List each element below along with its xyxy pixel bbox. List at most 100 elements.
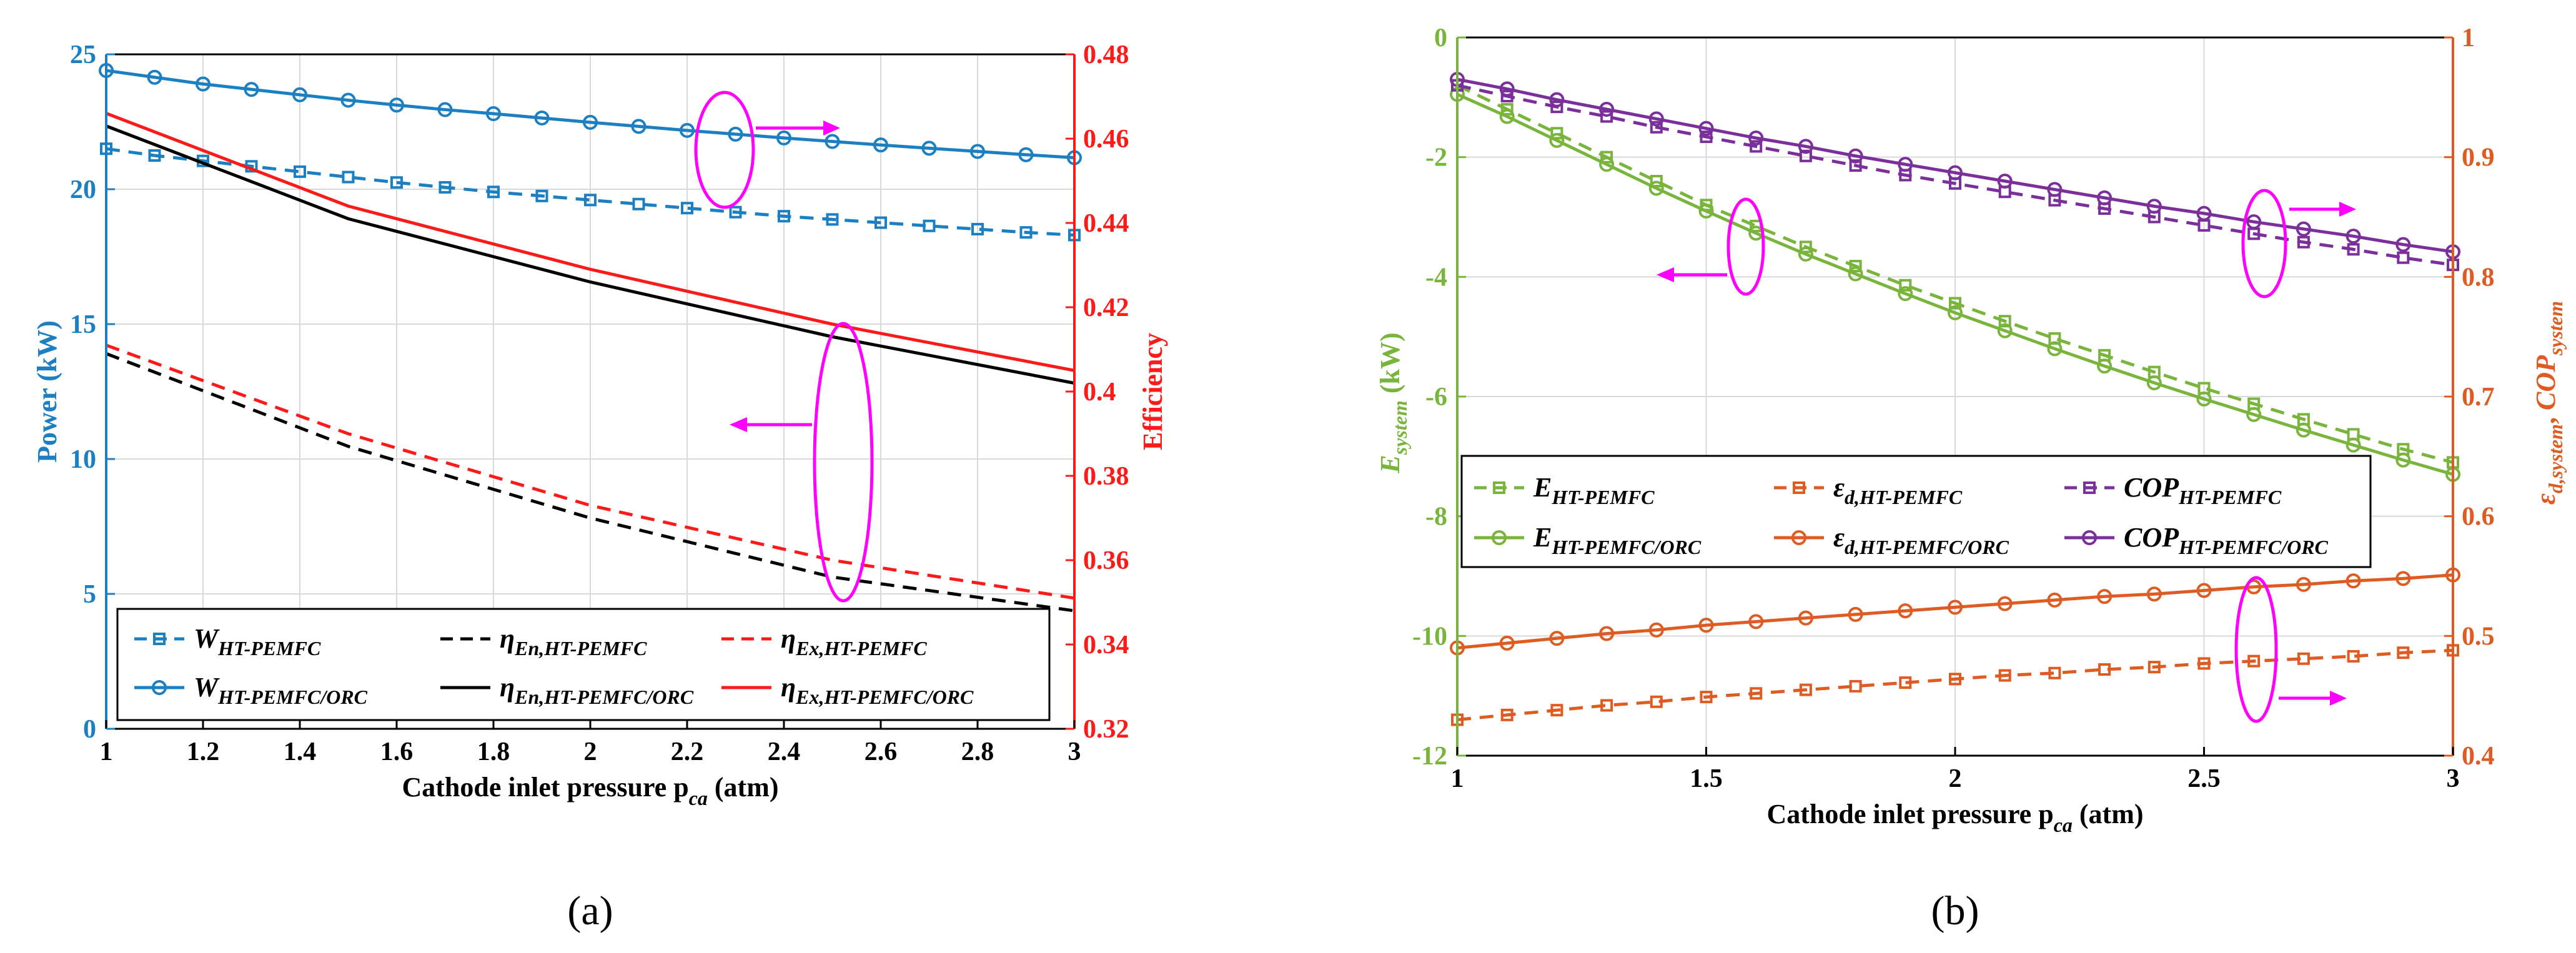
series-eta-ex-ht — [106, 343, 1075, 600]
y-axis-title-right-sub1: d,system — [2544, 424, 2567, 493]
legend-label-e-ht: EHT-PEMFC — [1533, 472, 1655, 508]
y-axis-title-right-sub2: system — [2544, 301, 2567, 356]
series-line-w-orc — [106, 69, 1075, 159]
data-point — [1948, 305, 1963, 320]
legend-label-ed-ht: εd,HT-PEMFC — [1833, 472, 1963, 508]
data-point — [2098, 663, 2111, 676]
data-point — [1698, 203, 1714, 219]
legend-label-main: η — [781, 672, 796, 703]
panel-a: 1 1.2 1.4 1.6 1.8 2 2.2 2.4 2.6 2.8 3 0 5 10 15 20 25 0.3… — [32, 41, 1168, 934]
y-tick-label-left: 25 — [70, 41, 96, 69]
y-tick-label-right: 0.34 — [1083, 631, 1129, 659]
y-tick-label-left: 15 — [70, 310, 96, 339]
data-point — [874, 216, 887, 229]
annotations — [694, 91, 874, 603]
data-point — [1549, 92, 1565, 107]
legend-label-sub: HT-PEMFC — [1551, 486, 1655, 508]
data-point — [1550, 101, 1563, 114]
data-point — [2395, 452, 2411, 468]
data-point — [1500, 708, 1513, 721]
data-point — [923, 219, 936, 232]
series-group — [99, 62, 1082, 613]
data-point — [390, 176, 403, 189]
data-point — [389, 97, 404, 113]
y-tick-label-right: 0.42 — [1083, 294, 1129, 322]
data-point — [1700, 131, 1713, 144]
data-point — [1499, 635, 1515, 651]
data-point — [1849, 159, 1862, 172]
data-point — [970, 144, 985, 159]
data-point — [1750, 140, 1763, 153]
legend-label-sub: HT-PEMFC/ORC — [217, 686, 368, 708]
x-tick-label: 1.5 — [1690, 764, 1723, 793]
y-axis-title-left-main: E — [1375, 455, 1405, 473]
data-point — [971, 222, 984, 235]
y-axis-title-left: Power (kW) — [32, 320, 62, 463]
data-point — [2047, 182, 2063, 197]
data-point — [2047, 341, 2063, 357]
y-tick-label-right: 0.6 — [2462, 503, 2495, 531]
legend-label-sub: Ex,HT-PEMFC — [795, 637, 927, 659]
data-point — [535, 189, 548, 202]
data-point — [2296, 221, 2311, 237]
data-point — [2246, 407, 2262, 422]
series-line-eta-ex-orc — [106, 112, 1075, 372]
series-eta-en-orc — [106, 124, 1075, 385]
data-point — [1898, 157, 1913, 172]
data-point — [2196, 205, 2212, 221]
data-point — [1799, 149, 1812, 162]
legend-label-sub: En,HT-PEMFC/ORC — [514, 686, 694, 708]
data-point — [1550, 704, 1563, 717]
legend-marker — [1492, 530, 1507, 545]
data-point — [487, 185, 500, 199]
data-point — [1898, 286, 1913, 302]
y-tick-label-left: 0 — [83, 715, 96, 744]
data-point — [1949, 297, 1961, 310]
legend-label-sub: HT-PEMFC/ORC — [1551, 536, 1702, 558]
data-point — [1549, 631, 1565, 646]
panel-label: (b) — [1931, 888, 1979, 934]
data-point — [486, 106, 501, 122]
series-group — [1450, 72, 2460, 726]
series-line-ed-ht — [1457, 648, 2454, 721]
legend-label-ed-orc: εd,HT-PEMFC/ORC — [1833, 522, 2009, 558]
x-axis-title-sub: ca — [2054, 814, 2073, 836]
legend-label-eta-en-orc: ηEn,HT-PEMFC/ORC — [500, 672, 694, 708]
legend-label-sub: Ex,HT-PEMFC/ORC — [795, 686, 974, 708]
legend-label-e-orc: EHT-PEMFC/ORC — [1533, 522, 1702, 558]
data-point — [1948, 165, 1963, 180]
data-point — [2196, 391, 2212, 407]
data-point — [196, 76, 211, 92]
annotation-ellipse — [2241, 189, 2287, 299]
legend-label-main: E — [1533, 472, 1552, 503]
data-point — [1550, 127, 1563, 140]
data-point — [1799, 683, 1812, 696]
legend-label-main: η — [500, 623, 515, 654]
data-point — [2347, 243, 2360, 256]
series-line-e-orc — [1456, 92, 2454, 476]
x-tick-label: 2.2 — [671, 738, 704, 766]
y-axis-title-right: εd,system, COPsystem — [2530, 301, 2567, 505]
x-tick-label: 2.4 — [768, 738, 801, 766]
legend-label-cop-orc: COPHT-PEMFC/ORC — [2124, 522, 2329, 558]
panel-b: 1 1.5 2 2.5 3-12-10-8-6-4-200.40.50.60.70.80… — [1375, 24, 2567, 934]
series-line-eta-ex-ht — [106, 343, 1075, 600]
legend-marker — [1793, 481, 1805, 494]
data-point — [437, 102, 453, 117]
annotations — [1657, 189, 2356, 723]
x-tick-label: 2.8 — [961, 738, 994, 766]
data-point — [1599, 626, 1615, 641]
data-point — [1997, 323, 2013, 338]
data-point — [2146, 199, 2162, 214]
legend-label-sub: En,HT-PEMFC — [514, 637, 647, 659]
data-point — [1599, 102, 1615, 117]
y-tick-label-right: 0.5 — [2462, 622, 2495, 651]
data-point — [728, 126, 743, 142]
legend-label-sub: d,HT-PEMFC — [1845, 486, 1963, 508]
x-axis-title: Cathode inlet pressure pca (atm) — [402, 772, 779, 809]
annotation-ellipse — [1726, 197, 1765, 296]
data-point — [1849, 679, 1862, 693]
data-point — [1898, 603, 1913, 619]
legend-marker — [1791, 530, 1806, 545]
data-point — [2347, 649, 2360, 663]
